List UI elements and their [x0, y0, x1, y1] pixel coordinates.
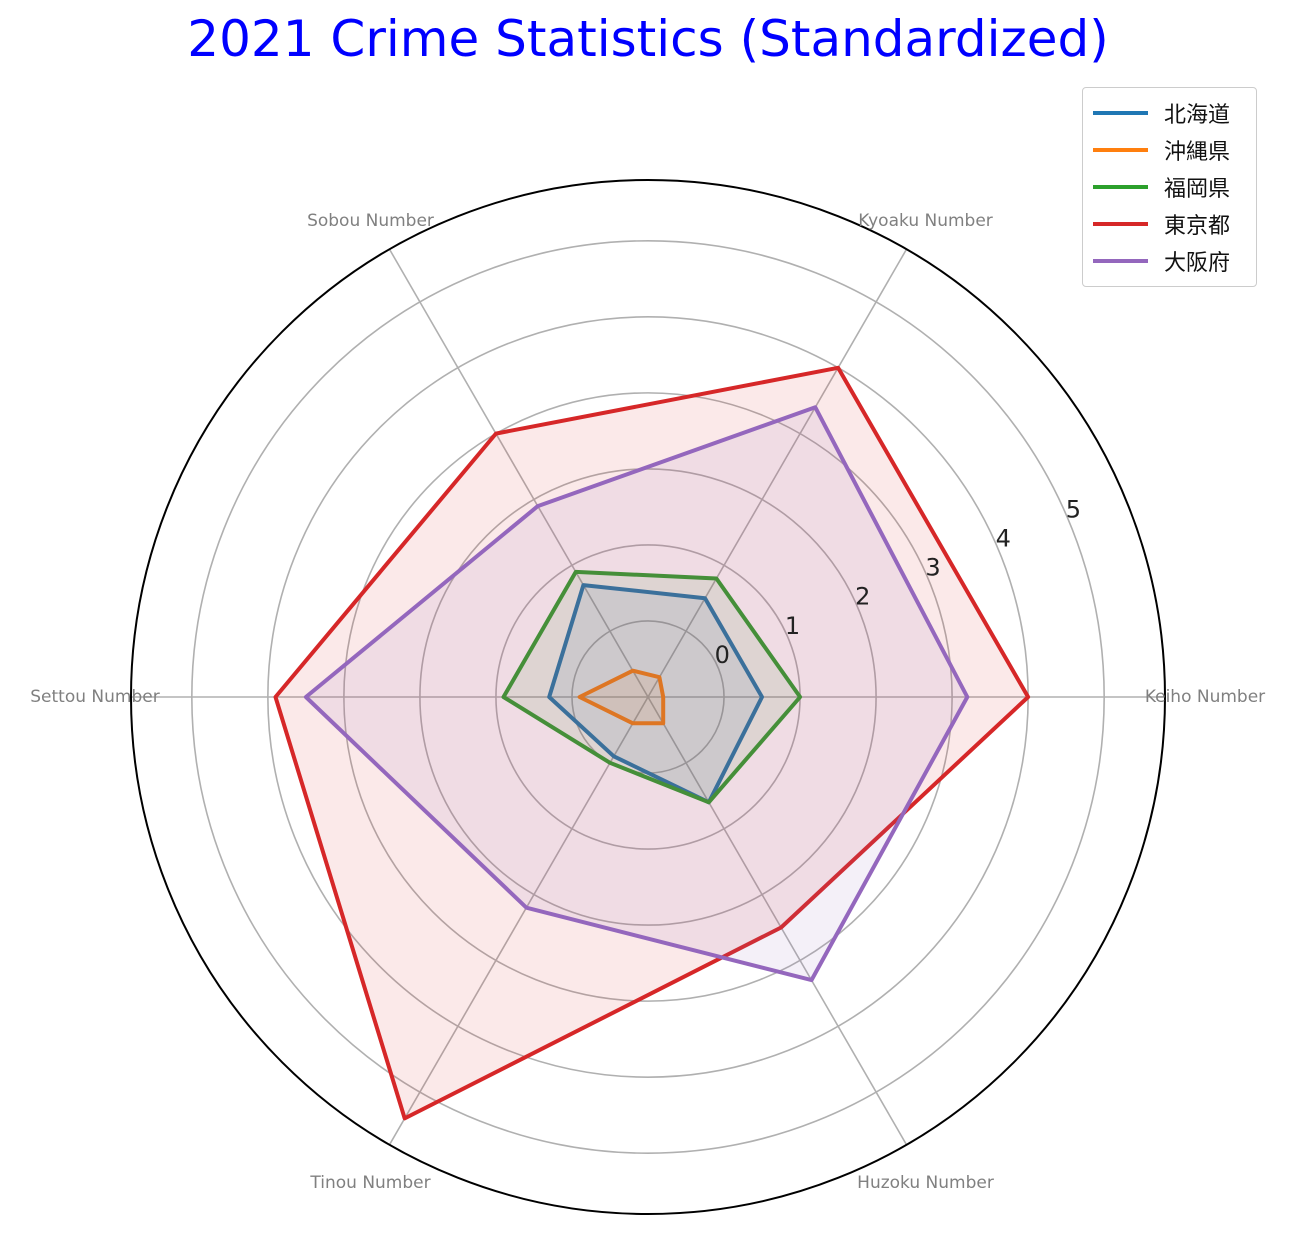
- legend-label: 東京都: [1164, 213, 1231, 239]
- spoke: [388, 696, 649, 1146]
- series-line-4: [303, 405, 970, 983]
- spoke: [388, 248, 649, 698]
- chart-title: 2021 Crime Statistics (Standardized): [187, 10, 1109, 68]
- series-line-2: [501, 569, 803, 805]
- axis-label: Kyoaku Number: [858, 211, 993, 231]
- tick-label: 1: [785, 612, 800, 640]
- outer-frame: [130, 179, 1166, 1215]
- legend-swatch: [1093, 110, 1148, 115]
- series-fill-3: [275, 367, 1029, 1119]
- legend-item: 東京都: [1093, 205, 1246, 242]
- legend-item: 大阪府: [1093, 242, 1246, 279]
- series-line-1: [577, 668, 666, 726]
- legend-label: 北海道: [1164, 102, 1231, 128]
- spoke: [647, 696, 908, 1146]
- tick-label: 2: [855, 583, 870, 611]
- legend-swatch: [1093, 258, 1148, 263]
- series-fill-2: [503, 571, 801, 803]
- tick-label: 4: [996, 525, 1011, 553]
- grid: [130, 179, 1166, 1215]
- legend-label: 沖縄県: [1164, 139, 1231, 165]
- tick-label: 3: [925, 554, 940, 582]
- legend-swatch: [1093, 221, 1148, 226]
- legend-item: 福岡県: [1093, 168, 1246, 205]
- legend: 北海道沖縄県福岡県東京都大阪府: [1082, 87, 1257, 287]
- tick-label: 5: [1066, 495, 1081, 523]
- series-fill-4: [305, 407, 968, 981]
- series-fill-0: [549, 585, 762, 803]
- spoke: [647, 248, 908, 698]
- legend-swatch: [1093, 147, 1148, 152]
- axis-label: Tinou Number: [309, 1173, 430, 1193]
- legend-item: 北海道: [1093, 94, 1246, 131]
- legend-swatch: [1093, 184, 1148, 189]
- legend-item: 沖縄県: [1093, 131, 1246, 168]
- series-layer: [273, 365, 1031, 1121]
- axis-label: Huzoku Number: [857, 1173, 994, 1193]
- legend-label: 福岡県: [1164, 176, 1231, 202]
- series-fill-1: [579, 670, 664, 724]
- axis-label: Settou Number: [30, 687, 159, 707]
- series-line-3: [273, 365, 1031, 1121]
- legend-label: 大阪府: [1164, 250, 1231, 276]
- tick-label: 0: [715, 641, 730, 669]
- axis-label: Keiho Number: [1145, 687, 1265, 707]
- axis-label: Sobou Number: [307, 211, 434, 231]
- labels: Keiho Number Kyoaku Number Sobou Number Set…: [30, 211, 1265, 1193]
